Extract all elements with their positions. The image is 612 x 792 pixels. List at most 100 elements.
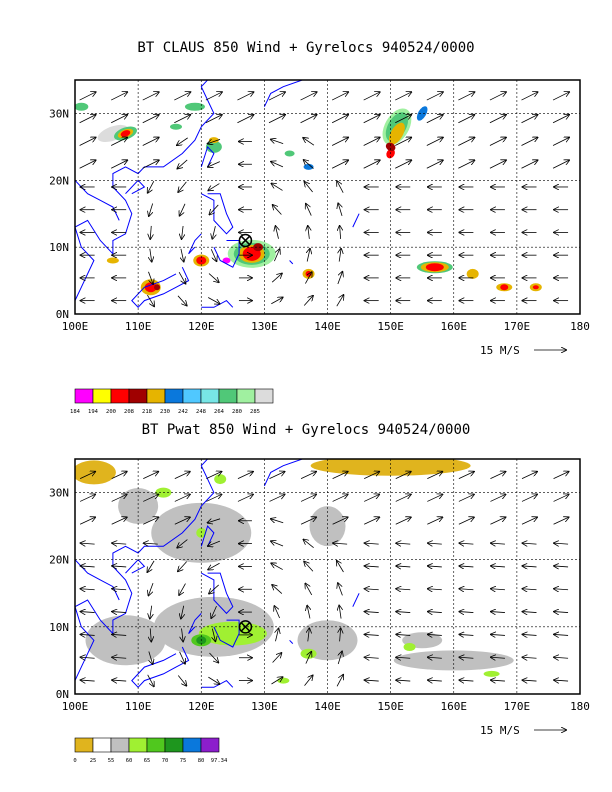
wind-vector: [489, 138, 506, 146]
wind-vector: [177, 159, 188, 169]
wind-vector: [459, 589, 474, 590]
wind-vector: [212, 628, 215, 642]
wind-vector: [521, 92, 538, 101]
y-tick-label: 20N: [49, 174, 69, 187]
wind-vector: [305, 584, 313, 596]
wind-vector: [554, 612, 569, 613]
wind-vector: [331, 92, 348, 101]
colorbar-label: 264: [214, 409, 225, 415]
wind-vector: [365, 566, 379, 567]
wind-vector: [491, 634, 505, 635]
field-blob: [425, 263, 444, 272]
colorbar-label: 230: [160, 409, 170, 415]
coastline: [75, 459, 215, 681]
wind-vector: [178, 272, 185, 283]
wind-vector: [81, 543, 95, 544]
wind-vector: [552, 138, 569, 146]
wind-vector: [554, 566, 569, 567]
wind-vector: [395, 138, 411, 146]
wind-vector: [339, 606, 341, 619]
wind-vector: [336, 675, 343, 687]
wind-vector: [459, 634, 474, 635]
colorbar-label: 25: [90, 758, 97, 764]
coastline: [75, 80, 215, 301]
wind-vector: [521, 160, 538, 169]
wind-vector: [271, 541, 284, 547]
wind-vector: [79, 138, 96, 146]
colorbar-label: 194: [88, 409, 99, 415]
wind-vector: [426, 92, 443, 101]
y-tick-label: 10N: [49, 621, 69, 634]
wind-vector: [365, 612, 379, 613]
wind-vector: [523, 566, 537, 567]
coastline: [201, 679, 234, 688]
wind-vector: [459, 543, 474, 544]
wind-vector: [338, 203, 342, 217]
wind-vector: [363, 115, 380, 124]
y-tick-label: 30N: [49, 107, 69, 120]
wind-vector: [205, 92, 222, 101]
wind-vector: [305, 272, 311, 284]
colorbar-swatch: [182, 737, 202, 753]
wind-vector: [148, 583, 154, 595]
coastline: [125, 179, 146, 195]
wind-vector: [147, 294, 154, 306]
coastline: [289, 639, 294, 644]
x-tick-label: 140E: [314, 700, 341, 713]
x-tick-label: 100E: [62, 320, 89, 333]
wind-vector: [208, 183, 220, 191]
field-blob: [154, 284, 161, 291]
x-tick-label: 160E: [441, 700, 468, 713]
wind-vector: [208, 519, 221, 523]
wind-vector: [271, 563, 283, 570]
gyre-cross: [240, 235, 250, 245]
map-field: [75, 459, 569, 689]
chart-title-bottom: BT Pwat 850 Wind + Gyrelocs 940524/0000: [141, 422, 471, 438]
coastline: [352, 593, 360, 607]
wind-vector: [177, 137, 188, 145]
wind-vector: [396, 634, 411, 635]
coastline: [201, 193, 234, 235]
wind-vector: [340, 226, 341, 239]
wind-vector: [112, 543, 127, 544]
wind-vector: [521, 494, 537, 502]
wind-vector: [81, 566, 95, 567]
field-blob: [106, 257, 119, 264]
wind-vector: [554, 543, 569, 544]
wind-vector: [308, 628, 310, 642]
wind-vector: [112, 589, 127, 590]
wind-vector: [205, 115, 222, 124]
map-panel-bottom: 100E 110E 120E 130E 140E 150E 160E 170E 180 0N 10N…: [49, 458, 590, 764]
chart-title-top: BT CLAUS 850 Wind + Gyrelocs 940524/0000: [137, 40, 475, 56]
field-blob: [253, 243, 264, 252]
wind-vector: [553, 494, 569, 502]
colorbar-swatch: [164, 388, 184, 404]
wind-vector: [521, 472, 537, 479]
colorbar-swatch: [92, 737, 112, 753]
colorbar-swatch: [146, 388, 166, 404]
wind-vector: [150, 605, 152, 619]
wind-vector: [210, 249, 216, 261]
wind-vector: [490, 494, 505, 502]
wind-vector: [174, 472, 190, 479]
wind-vector: [491, 657, 505, 658]
y-tick-label: 10N: [49, 241, 69, 254]
wind-vector: [305, 652, 311, 664]
wind-vector: [336, 295, 344, 307]
wind-vector: [489, 115, 506, 124]
field-blob: [403, 643, 416, 651]
wind-vector: [339, 249, 341, 262]
colorbar-label: 65: [144, 758, 151, 764]
wind-vector: [209, 204, 219, 215]
colorbar-swatch: [110, 737, 130, 753]
wind-vector: [303, 296, 313, 306]
wind-vector: [79, 472, 95, 479]
wind-vector: [427, 494, 442, 502]
field-blob: [416, 106, 428, 121]
wind-vector: [181, 248, 184, 262]
y-tick-label: 0N: [56, 308, 69, 321]
colorbar-label: 285: [250, 409, 260, 415]
wind-vector: [332, 494, 348, 502]
wind-vector: [81, 634, 95, 635]
wind-vector: [395, 517, 411, 525]
